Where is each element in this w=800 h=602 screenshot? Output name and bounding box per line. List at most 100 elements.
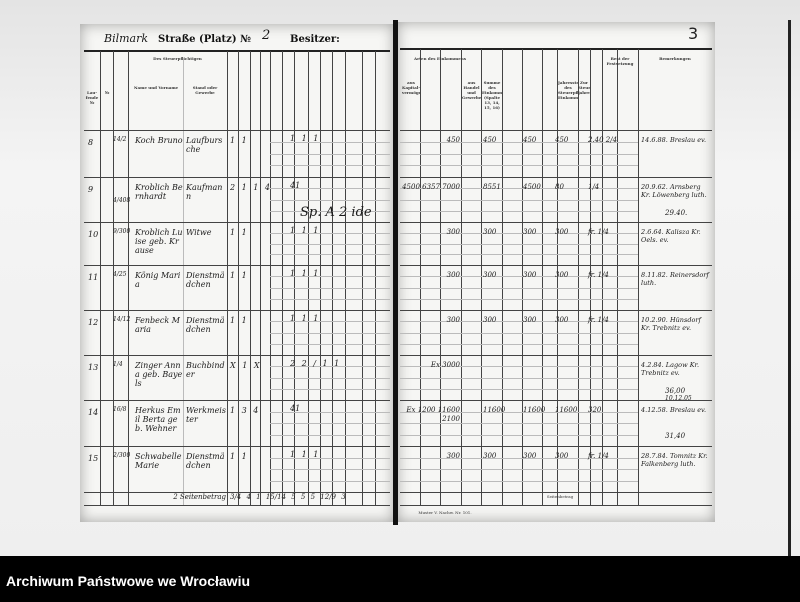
ruling xyxy=(270,165,390,166)
house-number: 2 xyxy=(262,28,271,43)
tax-rate: 2.40 2/4 xyxy=(588,136,618,144)
taxpayer-occupation: Dienstmädchen xyxy=(186,316,225,334)
row-line xyxy=(400,400,712,401)
income-col17: 300 xyxy=(523,228,537,236)
tax-rate: fr. 1/4 xyxy=(588,452,609,460)
household-counts: 1 3 4 xyxy=(230,406,259,415)
row-number: 10 xyxy=(88,230,99,239)
ruling xyxy=(400,154,638,155)
ruling xyxy=(270,244,390,245)
ruling xyxy=(400,200,638,201)
column-line xyxy=(238,51,239,506)
income-col17: 300 xyxy=(523,316,537,324)
header-rule xyxy=(84,50,390,52)
remarks-date: 10.12.05 xyxy=(665,395,692,402)
header-name: Name und Vorname xyxy=(133,85,179,90)
header-sum: Summe des Einkommens (Spalte 13, 14, 15,… xyxy=(482,80,502,110)
row-number: 11 xyxy=(88,273,99,282)
row-line xyxy=(400,265,712,266)
category-marks: 1 1 1 xyxy=(290,269,319,278)
income-sum: 450 xyxy=(483,136,497,144)
row-number: 15 xyxy=(88,454,99,463)
page-total-label: 2 Seitenbetrag xyxy=(173,493,226,501)
ruling xyxy=(400,233,638,234)
ruling xyxy=(270,233,390,234)
ruling xyxy=(400,299,638,300)
house-number: 14/2 xyxy=(113,136,127,143)
column-line xyxy=(282,51,283,506)
income-sum: 300 xyxy=(483,316,497,324)
house-number: 4/25 xyxy=(113,271,127,278)
remarks: 4.2.84. Lagow Kr. Trebnitz ev. xyxy=(641,361,700,377)
remarks: 8.11.82. Reinersdorf luth. xyxy=(641,271,709,287)
header-row-no: Lau-fende № xyxy=(85,90,99,105)
remarks: 20.9.62. Arnsberg Kr. Löwenberg luth. xyxy=(641,183,707,199)
row-line xyxy=(400,222,712,223)
taxpayer-occupation: Werkmeister xyxy=(186,406,226,424)
header-assessment: Rest der Festsetzung xyxy=(606,56,634,66)
income-col17: 11600 xyxy=(523,406,546,414)
annual-tax: 300 xyxy=(555,228,569,236)
column-line xyxy=(602,49,603,506)
income-col17: 450 xyxy=(523,136,537,144)
header-trade: aus Handel und Gewerbe xyxy=(462,80,481,100)
remarks-sum: 36,00 xyxy=(665,387,686,395)
ruling xyxy=(400,412,638,413)
column-line xyxy=(638,49,639,506)
column-line xyxy=(320,51,321,506)
remarks: 28.7.84. Tomnitz Kr. Falkenberg luth. xyxy=(641,452,708,468)
household-counts: 1 1 xyxy=(230,228,247,237)
row-line xyxy=(400,355,712,356)
ruling xyxy=(400,366,638,367)
taxpayer-name: Kroblich Luise geb. Krause xyxy=(135,228,183,255)
remarks: 10.2.90. Hünsdorf Kr. Trebnitz ev. xyxy=(641,316,701,332)
income-value: 300 xyxy=(446,452,460,460)
column-line xyxy=(578,49,579,506)
column-line xyxy=(420,49,421,506)
archive-label: Archiwum Państwowe we Wrocławiu xyxy=(6,573,251,589)
header-tax-year: Zur Steuer-jahre xyxy=(578,80,590,95)
ruling xyxy=(400,244,638,245)
ruling xyxy=(270,211,390,212)
column-line xyxy=(461,49,462,506)
income-value: 300 xyxy=(446,316,460,324)
ruling xyxy=(270,299,390,300)
annual-tax: 450 xyxy=(555,136,569,144)
row-number: 14 xyxy=(88,408,99,417)
house-number: 1/4 xyxy=(113,361,123,368)
category-marks: 1 1 1 xyxy=(290,450,319,459)
page-total-values: 3/4 4 1 15/14 5 5 5 12/9 3 xyxy=(230,493,346,501)
row-number: 13 xyxy=(88,363,99,372)
street-name: Bilmark xyxy=(104,32,149,45)
household-counts: 1 1 xyxy=(230,452,247,461)
tax-rate: fr. 1/4 xyxy=(588,228,609,236)
archive-banner: Archiwum Państwowe we Wrocławiu xyxy=(0,556,800,602)
header-stand: Stand oder Gewerbe xyxy=(192,85,218,95)
tax-rate: 1/4 xyxy=(588,183,600,191)
column-line xyxy=(332,51,333,506)
taxpayer-occupation: Buchbinder xyxy=(186,361,225,379)
row-line xyxy=(400,446,712,447)
ruling xyxy=(270,276,390,277)
total-line xyxy=(400,505,712,506)
ruling xyxy=(270,333,390,334)
taxpayer-name: Kroblich Bernhardt xyxy=(135,183,183,201)
ruling xyxy=(270,188,390,189)
row-line xyxy=(400,492,712,493)
income-value: 300 xyxy=(446,228,460,236)
household-counts: 1 1 xyxy=(230,136,247,145)
header-income-types: Arten des Einkommens xyxy=(414,56,466,61)
ruling xyxy=(400,333,638,334)
income-col17: 4500 xyxy=(523,183,541,191)
header-rule xyxy=(400,48,712,50)
row-number: 9 xyxy=(88,185,94,194)
street-label: Straße (Platz) № xyxy=(158,34,251,45)
ruling xyxy=(270,389,390,390)
form-number: Muster V. Nachw. Nr. 101. xyxy=(418,510,472,515)
taxpayer-occupation: Laufbursche xyxy=(186,136,223,154)
annual-tax: 300 xyxy=(555,452,569,460)
income-sum: 8551 xyxy=(483,183,501,191)
remarks-sum: 31,40 xyxy=(665,432,686,440)
household-counts: 1 1 xyxy=(230,271,247,280)
column-line xyxy=(440,49,441,506)
